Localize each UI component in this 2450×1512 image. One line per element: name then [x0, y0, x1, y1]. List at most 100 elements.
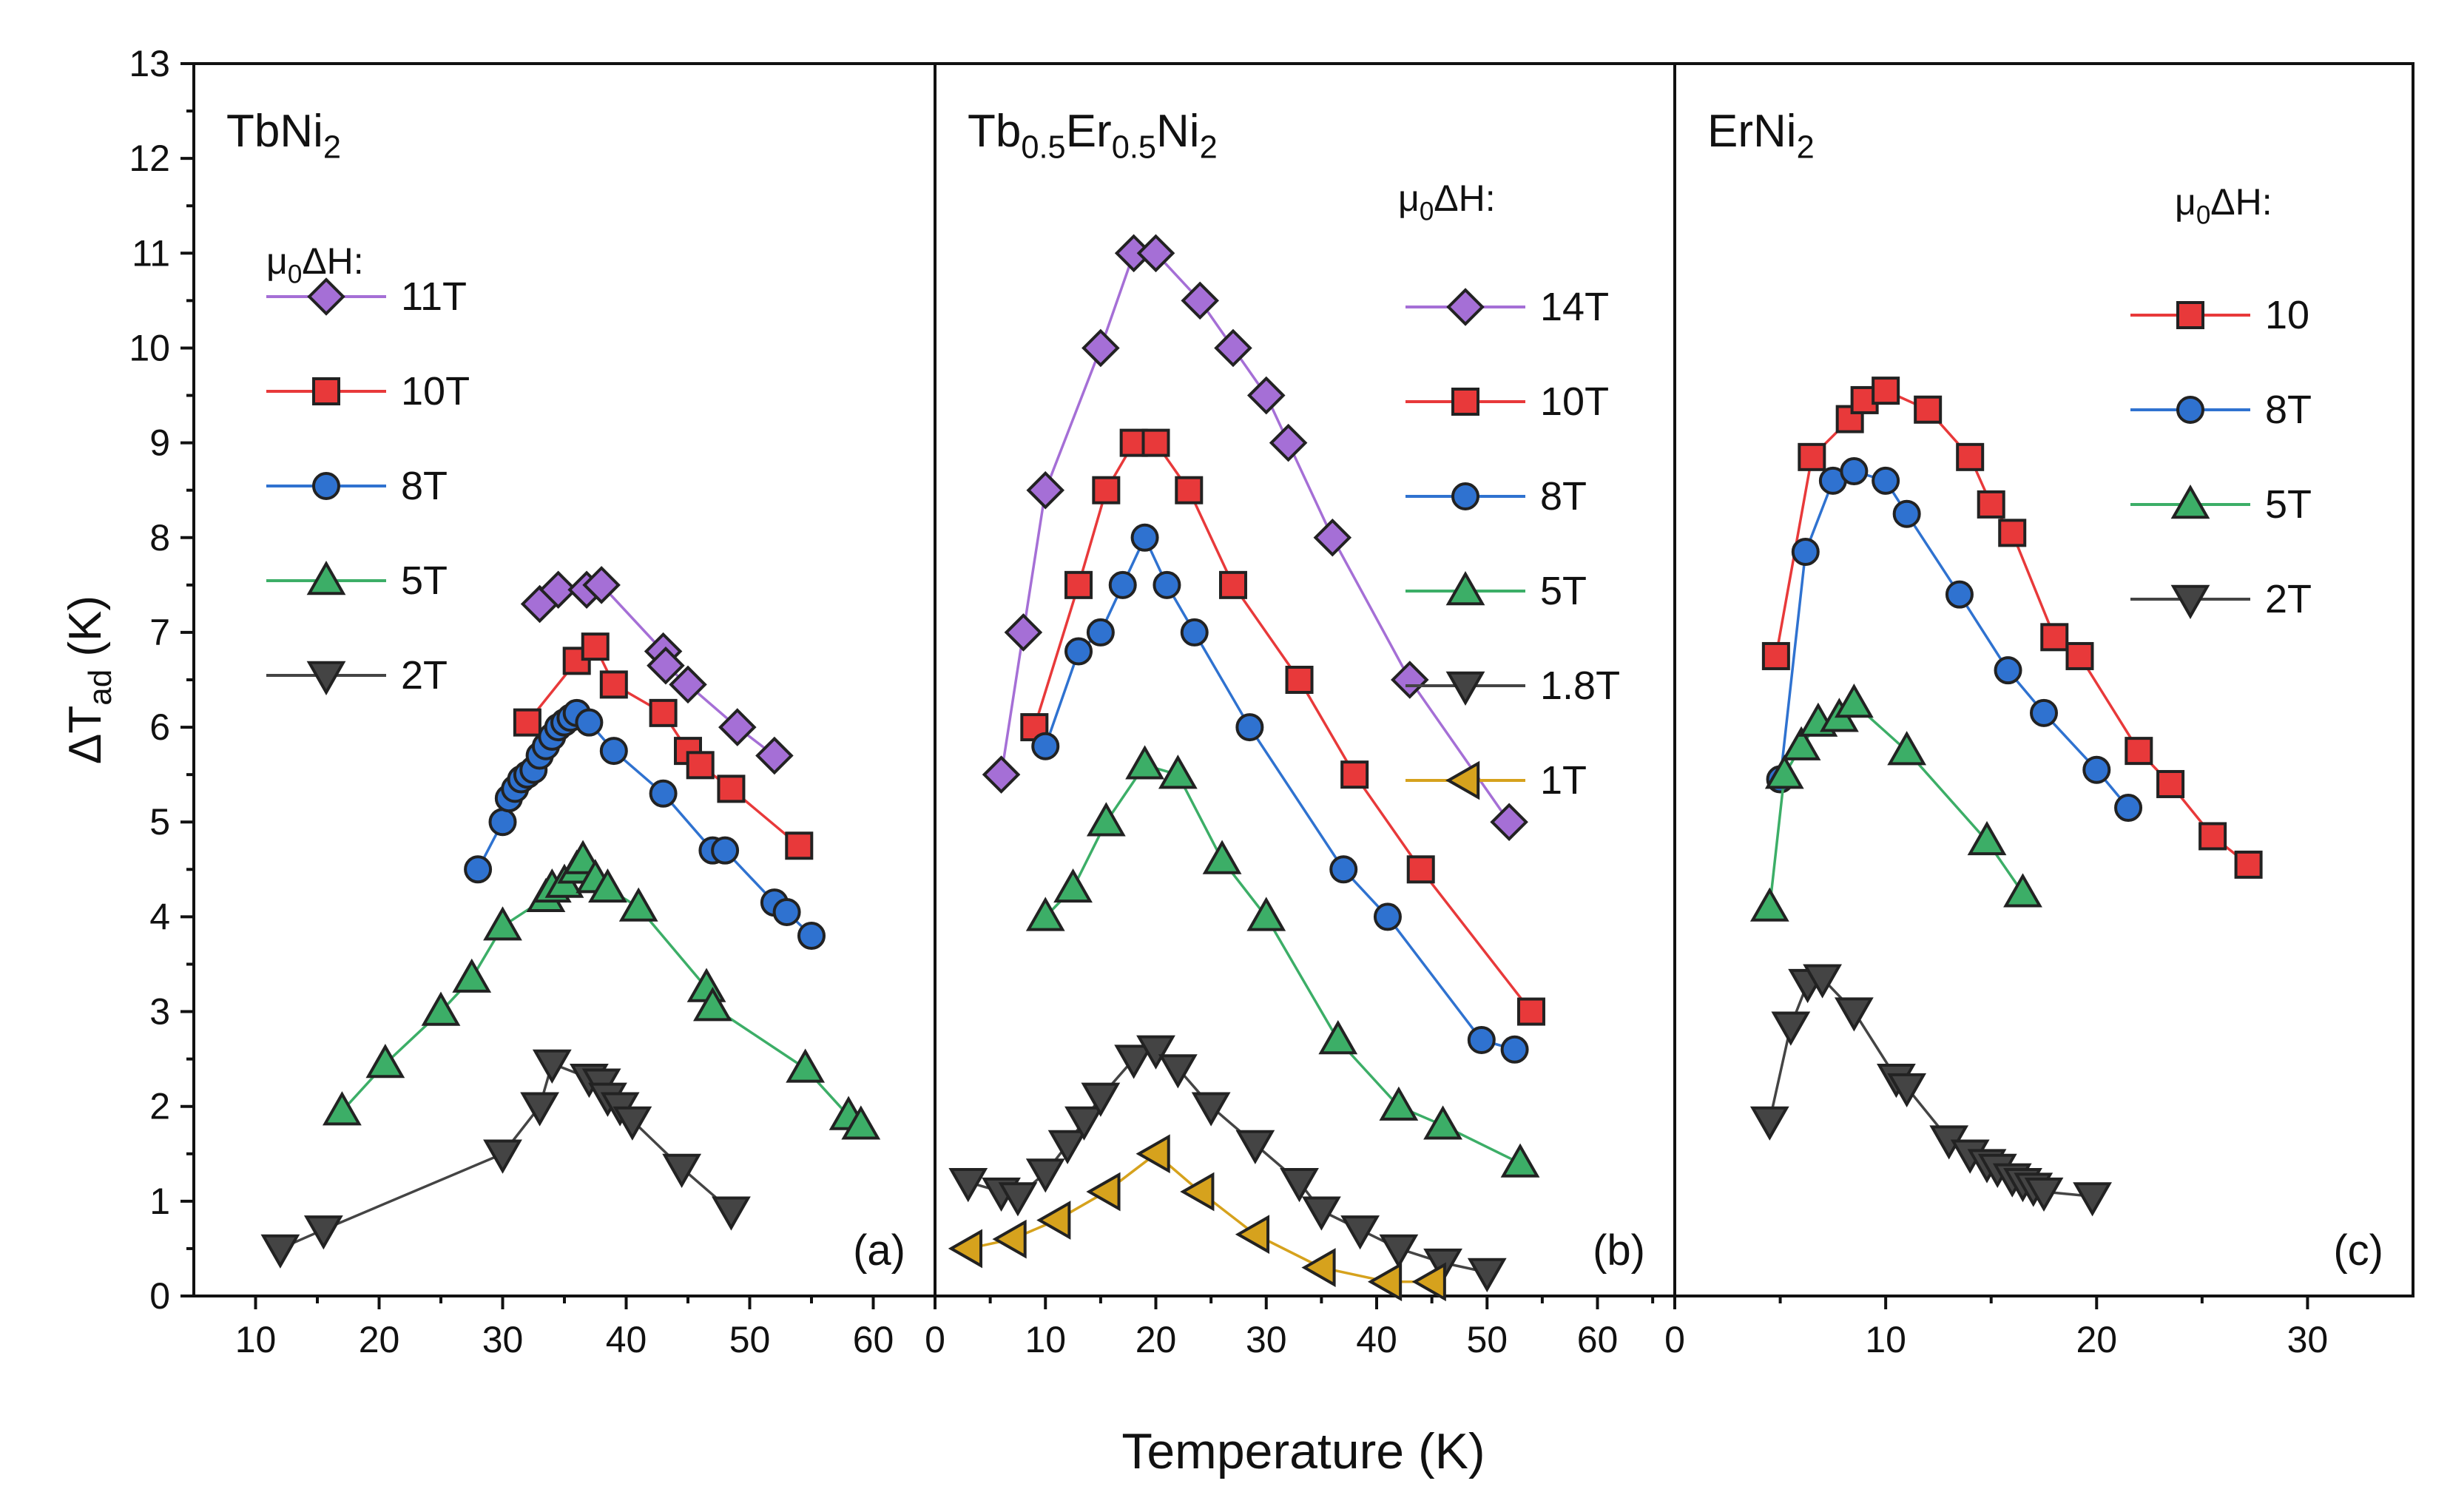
panel-title-part-5: 2 — [1200, 130, 1218, 166]
data-point — [2003, 873, 2042, 908]
data-point — [1158, 755, 1198, 789]
legend-header: μ0ΔH: — [266, 240, 364, 289]
data-point — [1180, 1172, 1215, 1212]
y-axis-label-base: ΔT — [60, 706, 111, 764]
data-point — [1136, 1035, 1175, 1070]
data-point — [1114, 1044, 1154, 1079]
data-point — [2198, 822, 2227, 851]
data-point — [1872, 466, 1900, 495]
legend-marker — [1451, 388, 1479, 416]
data-point — [1956, 442, 1985, 471]
data-point — [1835, 405, 1864, 433]
data-point — [1914, 395, 1943, 424]
data-point — [717, 774, 746, 803]
legend-marker — [306, 661, 346, 695]
data-point — [2156, 769, 2185, 798]
x-tick-label: 10 — [1025, 1319, 1066, 1360]
data-point — [582, 566, 621, 604]
data-point — [483, 1139, 522, 1174]
data-point — [618, 887, 658, 922]
data-point — [669, 665, 707, 704]
legend-header-part-0: μ — [266, 240, 288, 282]
data-point — [539, 570, 578, 610]
data-point — [1329, 855, 1358, 884]
x-tick-label: 0 — [1664, 1319, 1685, 1360]
y-tick-label: 0 — [149, 1275, 170, 1317]
legend: μ0ΔH: 14T 10T 8T 5T 1.8T 1T — [1398, 178, 1620, 803]
data-point — [365, 1044, 405, 1079]
data-point — [2024, 1177, 2064, 1212]
legend-header: μ0ΔH: — [1398, 178, 1496, 226]
legend-label: 1.8T — [1540, 664, 1620, 708]
legend-marker — [2170, 584, 2210, 619]
legend-label: 14T — [1540, 285, 1609, 329]
data-point — [1141, 428, 1170, 457]
data-point — [1406, 855, 1435, 884]
data-point — [1246, 376, 1286, 415]
data-point — [711, 836, 740, 865]
legend-marker — [1445, 571, 1485, 606]
y-axis-label-sub: ad — [82, 669, 118, 706]
legend-header-part-2: ΔH: — [302, 240, 363, 282]
legend-header-part-0: μ — [2175, 181, 2196, 223]
legend-marker — [312, 472, 340, 500]
legend-label: 8T — [401, 464, 448, 508]
data-point — [488, 808, 517, 837]
data-point — [649, 779, 678, 808]
y-tick-label: 1 — [149, 1181, 170, 1222]
data-point — [1840, 457, 1869, 486]
data-point — [575, 708, 604, 737]
data-point — [1047, 1130, 1087, 1164]
panel-title: TbNi2 — [226, 106, 341, 166]
data-point — [1764, 755, 1804, 789]
data-point — [612, 1106, 652, 1141]
x-tick-label: 20 — [359, 1319, 400, 1360]
data-point — [1081, 328, 1120, 368]
panel-title-part-0: Tb — [968, 106, 1021, 157]
data-point — [1086, 1172, 1121, 1212]
y-tick-label: 3 — [149, 991, 170, 1033]
legend-header: μ0ΔH: — [2175, 181, 2272, 230]
data-point — [599, 737, 628, 766]
y-tick-label: 6 — [149, 706, 170, 748]
data-point — [1235, 713, 1264, 742]
x-tick-label: 40 — [1356, 1319, 1397, 1360]
data-point — [1749, 887, 1789, 922]
data-point — [1092, 476, 1121, 504]
data-point — [1423, 1105, 1462, 1140]
data-point — [1367, 1262, 1403, 1302]
panels: 10 20 30 40 50 60012345678910111213TbNi2μ0ΔH:… — [129, 43, 2414, 1360]
x-tick-label: 30 — [482, 1319, 524, 1360]
y-tick-label: 10 — [129, 327, 170, 368]
y-tick-label: 13 — [129, 43, 170, 84]
data-point — [1500, 1143, 1540, 1178]
x-tick-label: 40 — [606, 1319, 647, 1360]
legend-label: 8T — [1540, 474, 1587, 519]
data-point — [718, 708, 757, 746]
data-point — [323, 1091, 362, 1126]
data-point — [1771, 1011, 1811, 1046]
y-tick-label: 8 — [149, 517, 170, 558]
data-point — [948, 1229, 982, 1269]
panel-title-part-2: Er — [1066, 106, 1112, 157]
series-8T — [464, 698, 826, 951]
data-point — [1031, 732, 1060, 760]
legend: μ0ΔH: 10 8T 5T 2T — [2130, 181, 2312, 621]
series-2T — [1749, 964, 2112, 1217]
data-point — [1994, 656, 2022, 685]
data-point — [1235, 1215, 1270, 1255]
data-point — [712, 1196, 751, 1231]
data-point — [786, 1048, 826, 1083]
series-1T — [948, 1134, 1446, 1302]
legend-label: 5T — [2265, 482, 2312, 527]
data-point — [2030, 698, 2058, 727]
data-point — [797, 922, 826, 951]
y-axis-label-unit: (K) — [60, 595, 111, 669]
panel-label: (a) — [853, 1226, 905, 1275]
data-point — [483, 906, 522, 941]
data-point — [2073, 1182, 2112, 1217]
data-point — [1081, 1082, 1121, 1117]
legend-label: 5T — [401, 558, 448, 603]
data-point — [1340, 760, 1369, 789]
